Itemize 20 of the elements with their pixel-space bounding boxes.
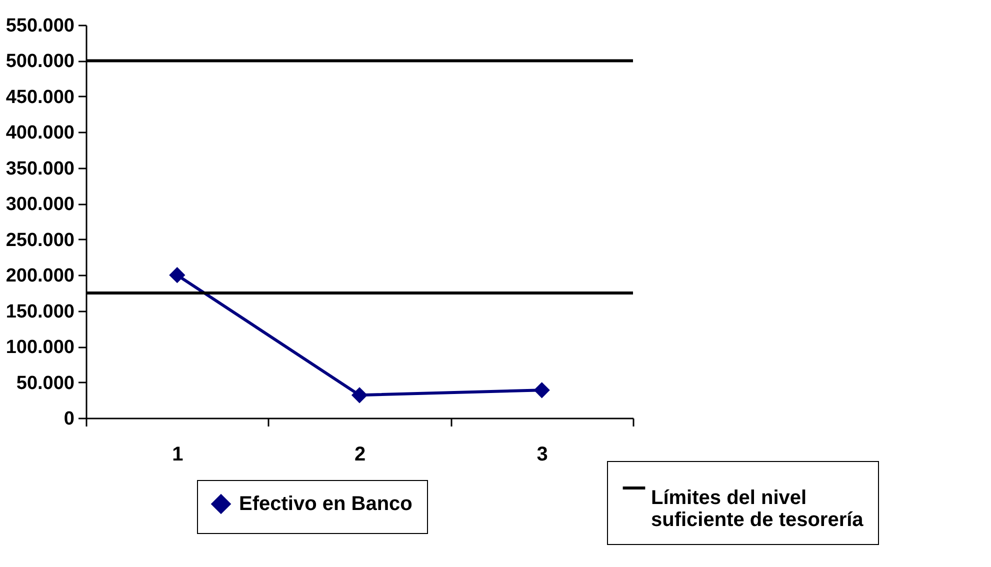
y-tick-label: 100.000 [6, 337, 74, 358]
x-tick-label: 1 [172, 444, 184, 466]
y-tick-label: 150.000 [6, 301, 74, 322]
x-tick-label: 3 [536, 444, 548, 466]
y-tick-label: 0 [64, 408, 74, 430]
y-tick-label: 400.000 [6, 122, 74, 144]
legend-label: Efectivo en Banco [239, 493, 412, 515]
point [169, 267, 186, 284]
y-tick-label: 50.000 [16, 372, 74, 394]
y-tick-label: 550.000 [6, 16, 74, 36]
y-tick-label: 350.000 [6, 158, 74, 180]
legend-label: Límites del nivel suficiente de tesorería [651, 487, 864, 531]
point [534, 382, 550, 398]
y-tick-label: 250.000 [6, 230, 74, 251]
y-tick-label: 500.000 [6, 51, 74, 72]
y-tick-label: 300.000 [6, 194, 74, 216]
point [351, 387, 368, 404]
x-tick-label: 2 [354, 444, 366, 466]
y-tick-label: 200.000 [6, 266, 74, 287]
y-tick-label: 450.000 [6, 86, 74, 108]
